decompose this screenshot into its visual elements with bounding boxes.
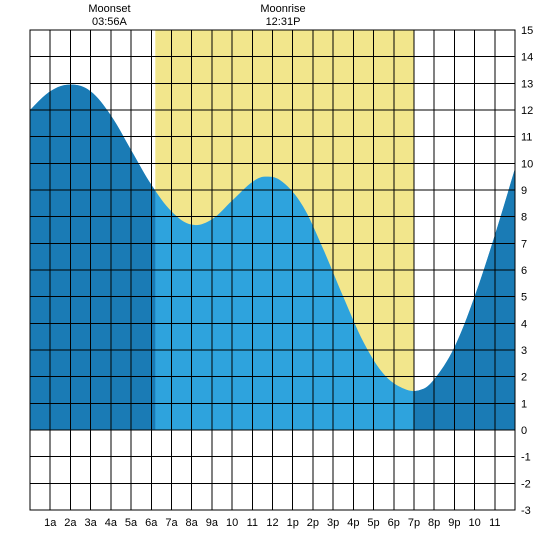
y-tick-label: 14 <box>521 52 533 64</box>
y-tick-label: 0 <box>521 425 527 437</box>
y-tick-label: 8 <box>521 212 527 224</box>
y-tick-label: 2 <box>521 372 527 384</box>
x-tick-label: 9p <box>448 517 460 529</box>
x-tick-label: 10 <box>226 517 238 529</box>
y-tick-label: 6 <box>521 265 527 277</box>
y-tick-label: 3 <box>521 345 527 357</box>
x-tick-label: 10 <box>468 517 480 529</box>
x-tick-label: 1a <box>44 517 57 529</box>
y-tick-label: 10 <box>521 158 533 170</box>
x-tick-label: 5p <box>367 517 379 529</box>
y-tick-label: 11 <box>521 132 532 144</box>
x-tick-label: 6a <box>145 517 158 529</box>
chart-svg: 1a2a3a4a5a6a7a8a9a1011121p2p3p4p5p6p7p8p… <box>0 0 550 550</box>
x-tick-label: 4a <box>105 517 118 529</box>
y-tick-label: 15 <box>521 25 533 37</box>
y-tick-label: 5 <box>521 292 527 304</box>
y-tick-label: 9 <box>521 185 527 197</box>
x-tick-label: 8a <box>186 517 199 529</box>
y-tick-label: 4 <box>521 318 527 330</box>
x-tick-label: 7a <box>165 517 178 529</box>
x-tick-label: 2p <box>307 517 319 529</box>
event-name: Moonrise <box>260 3 305 15</box>
y-tick-label: 12 <box>521 105 533 117</box>
x-tick-label: 2a <box>64 517 77 529</box>
x-tick-label: 5a <box>125 517 138 529</box>
x-tick-label: 4p <box>347 517 359 529</box>
event-name: Moonset <box>88 3 130 15</box>
y-tick-label: -1 <box>521 452 531 464</box>
x-tick-label: 7p <box>408 517 420 529</box>
y-tick-label: -2 <box>521 478 531 490</box>
y-tick-label: -3 <box>521 505 531 517</box>
x-tick-label: 3p <box>327 517 339 529</box>
y-tick-label: 13 <box>521 78 533 90</box>
x-tick-label: 11 <box>247 517 258 529</box>
x-tick-label: 9a <box>206 517 219 529</box>
tide-chart: 1a2a3a4a5a6a7a8a9a1011121p2p3p4p5p6p7p8p… <box>0 0 550 550</box>
x-tick-label: 11 <box>489 517 500 529</box>
x-tick-label: 1p <box>287 517 299 529</box>
x-tick-label: 3a <box>85 517 98 529</box>
x-tick-label: 12 <box>266 517 278 529</box>
y-tick-label: 7 <box>521 238 527 250</box>
x-tick-label: 6p <box>388 517 400 529</box>
y-tick-label: 1 <box>521 398 527 410</box>
event-time: 12:31P <box>266 16 301 28</box>
x-tick-label: 8p <box>428 517 440 529</box>
event-time: 03:56A <box>92 16 128 28</box>
